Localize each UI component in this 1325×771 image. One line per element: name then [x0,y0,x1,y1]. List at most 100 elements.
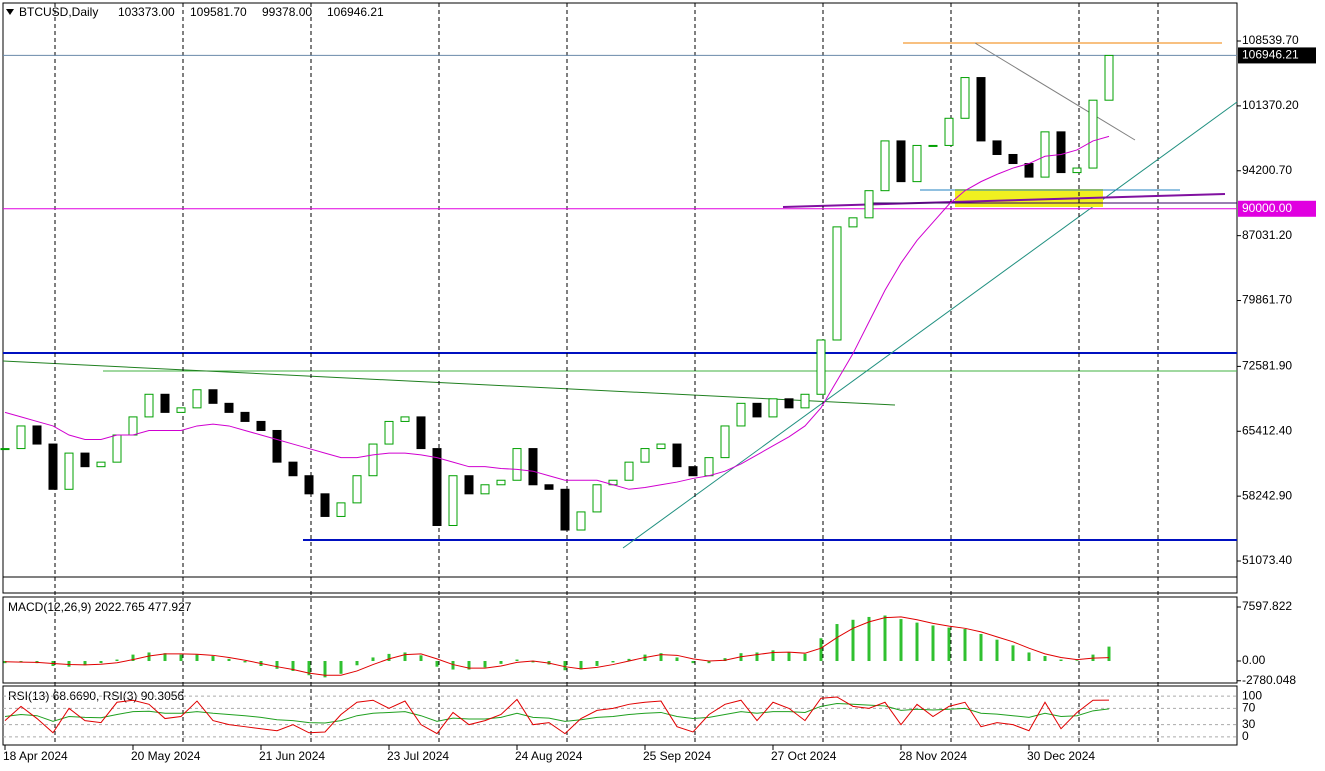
rsi-pane [2,685,1238,746]
y-tick-label: 72581.90 [1242,359,1292,373]
candle [64,452,74,490]
price-label: 106946.21 [1242,48,1299,62]
candle [1088,99,1098,169]
y-tick-label: 100 [1242,688,1262,702]
macd-bar [1107,646,1111,662]
candle [944,117,954,146]
y-tick-label: 51073.40 [1242,553,1292,567]
rsi-fast [4,696,1110,735]
candle [768,398,778,418]
candle [16,425,26,450]
macd-bar [419,655,423,662]
candle [80,452,90,468]
x-tick-label: 20 May 2024 [131,749,201,763]
trend-line [622,101,1238,549]
candle [256,420,266,431]
x-tick-label: 24 Aug 2024 [515,749,583,763]
macd-pane [2,596,1238,684]
trend-line [782,193,1226,208]
candle [880,140,890,192]
macd-bar [451,661,455,670]
candle [1104,54,1114,101]
y-tick-label: 7597.822 [1242,599,1292,613]
macd-bar [707,661,711,664]
macd-bar [883,615,887,662]
price-label: 90000.00 [1242,201,1292,215]
candle [336,502,346,517]
candle [1024,163,1034,178]
candle [704,457,714,477]
candle [416,416,426,450]
candle [656,443,666,450]
macd-bar [899,619,903,662]
macd-bar [499,661,503,664]
trend-line [2,360,896,406]
macd-bar [1043,656,1047,662]
macd-bar [755,652,759,662]
macd-bar [771,650,775,662]
menu-arrow [6,9,14,15]
macd-bar [435,661,439,667]
x-tick-label: 28 Nov 2024 [899,749,967,763]
macd-bar [515,659,519,662]
candle [928,144,938,147]
header-value: 99378.00 [262,5,312,19]
y-tick-label: 30 [1242,717,1256,731]
candle [960,77,970,119]
x-tick-label: 30 Dec 2024 [1027,749,1095,763]
candle [352,475,362,504]
macd-bar [531,661,535,663]
macd-bar [963,629,967,662]
rsi-slow [4,702,1110,724]
macd-bar [371,657,375,662]
candle [240,411,250,422]
candle [368,443,378,477]
candle [720,425,730,459]
candle [752,402,762,418]
candle [896,140,906,183]
candle [0,448,10,451]
macd-bar [867,616,871,662]
macd-bar [931,625,935,662]
header-value: 109581.70 [190,5,247,19]
candle [48,443,58,490]
macd-bar [979,633,983,662]
macd-bar [563,661,567,671]
candle [272,429,282,463]
macd-bar [99,661,103,664]
candle [576,511,586,531]
candle [144,393,154,418]
macd-bar [243,661,247,663]
candle [448,475,458,526]
y-tick-label: 101370.20 [1242,98,1299,112]
rsi-title: RSI(13) 68.6690, RSI(3) 90.3056 [8,689,184,703]
candle [32,425,42,445]
candle [592,484,602,513]
macd-bar [819,638,823,662]
y-tick-label: 65412.40 [1242,423,1292,437]
candle [384,420,394,445]
macd-bar [275,661,279,669]
candle [784,398,794,409]
macd-bar [947,627,951,662]
y-tick-label: 79861.70 [1242,293,1292,307]
macd-bar [467,661,471,670]
candle [112,434,122,463]
candle [288,461,298,477]
y-tick-label: 70 [1242,701,1256,715]
chart-title: BTCUSD,Daily [19,5,98,19]
candle [560,488,570,531]
candle [1040,131,1050,178]
macd-bar [995,639,999,662]
y-tick-label: 94200.70 [1242,163,1292,177]
macd-bar [627,658,631,662]
macd-bar [787,652,791,662]
macd-bar [1075,660,1079,662]
candle [304,475,314,495]
candle [1008,153,1018,165]
macd-bar [147,652,151,662]
candle [176,407,186,413]
candle [640,448,650,463]
candle [496,479,506,486]
macd-bar [691,661,695,664]
